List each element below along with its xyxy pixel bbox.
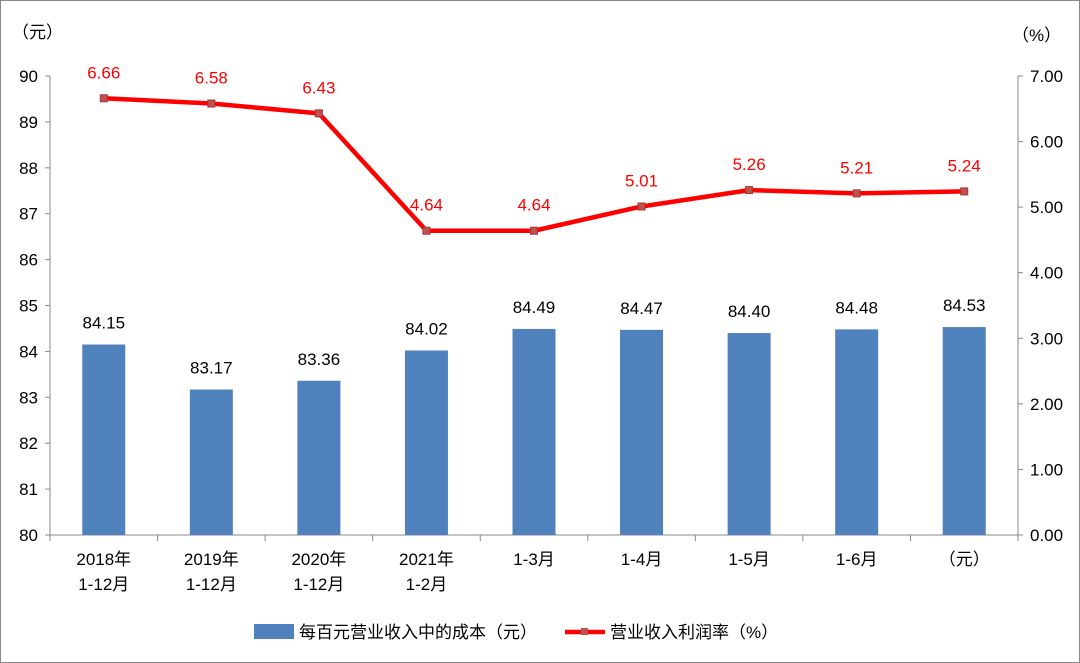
x-tick-label: 2021年 [399, 550, 454, 569]
bar [404, 350, 448, 535]
left-axis-unit: （元） [12, 23, 63, 42]
line-data-label: 6.43 [302, 78, 335, 97]
line-point [852, 189, 861, 198]
left-tick-label: 89 [19, 113, 38, 132]
x-tick-label: 1-3月 [513, 550, 555, 569]
bar-data-label: 83.17 [190, 358, 233, 377]
left-tick-label: 88 [19, 159, 38, 178]
legend-line-marker [581, 628, 588, 635]
bar-data-label: 84.49 [513, 298, 556, 317]
line-point [207, 99, 216, 108]
line-point [530, 226, 538, 235]
x-tick-label: 1-12月 [78, 575, 129, 594]
bar-data-label: 84.02 [405, 319, 448, 338]
x-tick-label: 2020年 [291, 550, 346, 569]
bar [512, 328, 556, 535]
line-point [99, 94, 108, 103]
left-tick-label: 87 [19, 205, 38, 224]
left-tick-label: 85 [19, 297, 38, 316]
right-tick-label: 3.00 [1030, 329, 1063, 348]
line-data-label: 5.24 [948, 156, 981, 175]
right-axis-unit: （%） [1012, 26, 1061, 45]
x-tick-label: 1-12月 [293, 575, 344, 594]
line-point [314, 109, 323, 118]
line-data-label: 5.21 [840, 158, 873, 177]
line-point [960, 187, 969, 196]
x-tick-label: 1-12月 [186, 575, 237, 594]
line-point [745, 186, 754, 195]
left-tick-label: 80 [19, 526, 38, 545]
line-data-label: 4.64 [517, 196, 550, 215]
left-tick-label: 90 [19, 67, 38, 86]
bar [727, 333, 771, 535]
bar [189, 389, 233, 535]
bar-data-label: 84.53 [943, 296, 986, 315]
bar-data-label: 83.36 [298, 350, 341, 369]
right-tick-label: 5.00 [1030, 198, 1063, 217]
line-data-label: 6.66 [87, 63, 120, 82]
right-tick-label: 2.00 [1030, 395, 1063, 414]
line-point [637, 202, 646, 211]
x-tick-label: 1-5月 [728, 550, 770, 569]
bar-data-label: 84.48 [835, 298, 878, 317]
legend-bar-swatch [254, 624, 294, 639]
right-tick-label: 4.00 [1030, 264, 1063, 283]
bar-data-label: 84.40 [728, 302, 771, 321]
bar [835, 329, 879, 535]
left-tick-label: 86 [19, 251, 38, 270]
x-tick-label: 2018年 [76, 550, 131, 569]
right-tick-label: 6.00 [1030, 133, 1063, 152]
bar-data-label: 84.15 [83, 314, 126, 333]
legend-line-label: 营业收入利润率（%） [610, 623, 778, 642]
x-tick-label: 2019年 [184, 550, 239, 569]
bar [942, 327, 986, 535]
bar [82, 344, 126, 535]
x-tick-label: 1-4月 [621, 550, 663, 569]
right-tick-label: 0.00 [1030, 526, 1063, 545]
legend-bar-label: 每百元营业收入中的成本（元） [299, 623, 537, 642]
bar [620, 329, 664, 535]
line-data-label: 5.26 [733, 155, 766, 174]
x-tick-label: 1-2月 [406, 575, 448, 594]
line-data-label: 4.64 [410, 196, 443, 215]
line-point [422, 226, 431, 235]
left-tick-label: 84 [19, 342, 38, 361]
left-tick-label: 82 [19, 434, 38, 453]
right-tick-label: 1.00 [1030, 460, 1063, 479]
left-tick-label: 83 [19, 388, 38, 407]
right-tick-label: 7.00 [1030, 67, 1063, 86]
line-data-label: 5.01 [625, 171, 658, 190]
left-tick-label: 81 [19, 480, 38, 499]
bar-data-label: 84.47 [620, 299, 663, 318]
x-tick-label: （元） [939, 550, 990, 569]
x-tick-label: 1-6月 [836, 550, 878, 569]
bar [297, 380, 341, 535]
line-data-label: 6.58 [195, 69, 228, 88]
